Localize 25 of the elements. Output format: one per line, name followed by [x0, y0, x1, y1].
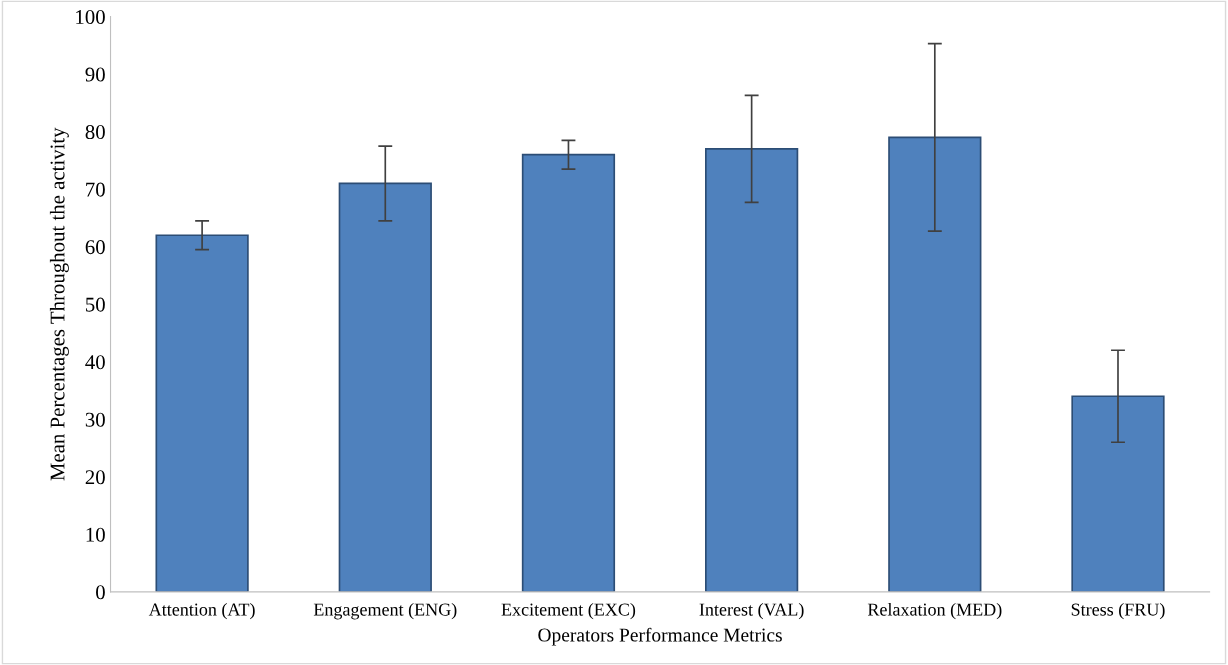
y-tick-label: 90 — [85, 67, 105, 82]
y-tick-label: 40 — [85, 355, 105, 370]
bar — [705, 148, 799, 592]
y-tick-label: 80 — [85, 125, 105, 140]
bar — [521, 153, 616, 592]
x-tick-label: Relaxation (MED) — [867, 602, 1002, 620]
y-tick-label: 100 — [76, 10, 105, 25]
x-tick-label: Attention (AT) — [148, 602, 255, 620]
bar — [155, 234, 249, 592]
y-tick-label: 70 — [86, 182, 105, 197]
x-tick-label: Excitement (EXC) — [501, 602, 636, 620]
x-tick-label: Interest (VAL) — [699, 602, 804, 620]
y-tick-label: 0 — [96, 585, 105, 600]
y-tick-label: 60 — [85, 240, 105, 255]
bar — [1071, 395, 1165, 592]
y-axis-title: Mean Percentages Throughout the activity — [49, 127, 69, 481]
x-axis-title: Operators Performance Metrics — [538, 627, 782, 646]
bar — [338, 182, 432, 592]
y-tick-label: 30 — [85, 412, 105, 427]
y-tick-label: 10 — [86, 527, 105, 542]
y-tick-label: 50 — [86, 297, 105, 312]
x-tick-label: Stress (FRU) — [1071, 602, 1165, 620]
y-tick-label: 20 — [85, 470, 105, 485]
x-tick-label: Engagement (ENG) — [313, 602, 457, 620]
bar — [888, 136, 982, 592]
